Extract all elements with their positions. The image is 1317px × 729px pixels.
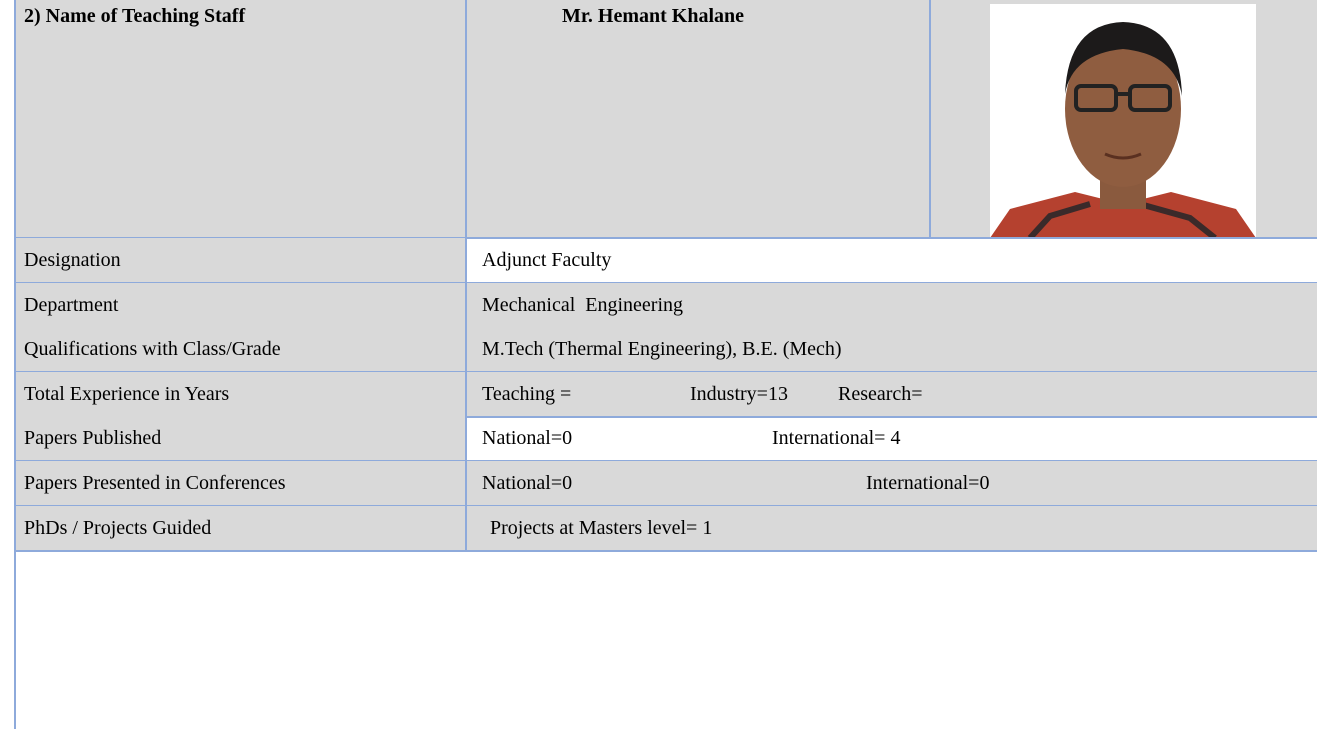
label-cell — [14, 461, 466, 506]
border — [14, 0, 16, 729]
row-value: Research= — [838, 383, 923, 405]
row-label: Papers Published — [24, 427, 162, 449]
row-label: Qualifications with Class/Grade — [24, 338, 281, 360]
label-cell — [14, 283, 466, 328]
row-value: Teaching = — [482, 383, 572, 405]
row-label: Papers Presented in Conferences — [24, 472, 286, 494]
row-label: Total Experience in Years — [24, 383, 230, 405]
row-value: Industry=13 — [690, 383, 788, 405]
row-value: M.Tech (Thermal Engineering), B.E. (Mech… — [482, 338, 842, 360]
staff-photo — [990, 4, 1256, 238]
row-value: Mechanical Engineering — [482, 294, 684, 316]
row-label: Designation — [24, 249, 121, 271]
staff-name: Mr. Hemant Khalane — [562, 5, 745, 27]
row-value: Projects at Masters level= 1 — [490, 517, 713, 539]
label-cell — [14, 238, 466, 283]
label-cell — [14, 506, 466, 551]
value-cell — [466, 327, 1317, 372]
border — [14, 550, 1317, 552]
row-label: PhDs / Projects Guided — [24, 517, 212, 539]
row-value: National=0 — [482, 427, 573, 449]
border — [465, 0, 467, 550]
value-cell — [466, 461, 1317, 506]
row-label: Department — [24, 294, 119, 316]
border — [14, 237, 1317, 239]
row-value: National=0 — [482, 472, 573, 494]
row-value: International=0 — [866, 472, 990, 494]
label-cell — [14, 327, 466, 372]
value-cell — [466, 506, 1317, 551]
header-label: 2) Name of Teaching Staff — [24, 5, 246, 27]
label-cell — [14, 416, 466, 461]
border — [929, 0, 931, 238]
row-value: International= 4 — [772, 427, 901, 449]
border — [14, 416, 1317, 418]
value-cell — [466, 372, 1317, 417]
row-value: Adjunct Faculty — [482, 249, 612, 271]
value-cell — [466, 283, 1317, 328]
label-cell — [14, 372, 466, 417]
